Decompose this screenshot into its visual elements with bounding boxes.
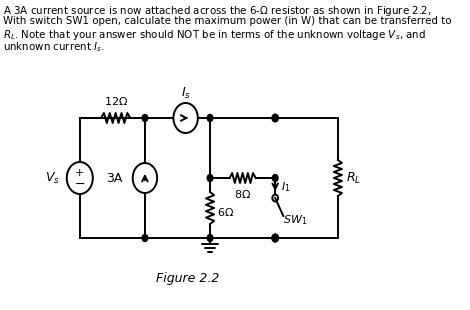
Text: $R_L$. Note that your answer should NOT be in terms of the unknown voltage $V_s$: $R_L$. Note that your answer should NOT … [3, 28, 426, 42]
Text: $SW_1$: $SW_1$ [283, 213, 308, 227]
Text: With switch SW1 open, calculate the maximum power (in W) that can be transferred: With switch SW1 open, calculate the maxi… [3, 16, 452, 26]
Text: A 3A current source is now attached across the 6-$\Omega$ resistor as shown in F: A 3A current source is now attached acro… [3, 4, 432, 18]
Circle shape [207, 234, 213, 241]
Text: $I_1$: $I_1$ [281, 180, 290, 194]
Circle shape [207, 114, 213, 122]
Circle shape [272, 114, 278, 122]
Circle shape [272, 175, 278, 181]
Text: $V_s$: $V_s$ [45, 170, 60, 186]
Text: 6$\Omega$: 6$\Omega$ [217, 206, 234, 218]
Text: 12$\Omega$: 12$\Omega$ [103, 95, 128, 107]
Text: $I_s$: $I_s$ [180, 86, 191, 101]
Text: −: − [75, 178, 85, 191]
Text: $R_L$: $R_L$ [346, 170, 361, 186]
Text: 3A: 3A [106, 171, 122, 184]
Circle shape [142, 234, 148, 241]
Text: 8$\Omega$: 8$\Omega$ [234, 188, 251, 200]
Text: +: + [75, 168, 85, 178]
Circle shape [142, 114, 148, 122]
Text: unknown current $I_s$.: unknown current $I_s$. [3, 40, 105, 54]
Circle shape [207, 175, 213, 181]
Text: Figure 2.2: Figure 2.2 [156, 272, 219, 285]
Circle shape [272, 234, 278, 241]
